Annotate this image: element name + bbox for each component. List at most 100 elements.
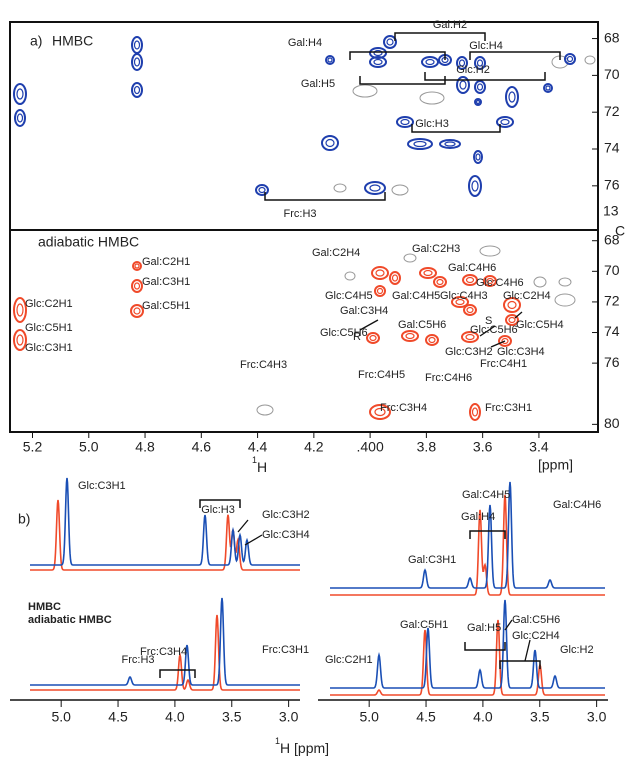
contour xyxy=(405,332,415,340)
contour xyxy=(133,282,141,290)
bracket xyxy=(469,530,506,539)
annotation: Glc:C3H2 xyxy=(445,346,493,358)
contour xyxy=(473,150,483,164)
contour xyxy=(451,296,469,308)
leader xyxy=(490,340,506,348)
contour xyxy=(462,274,478,286)
x-tick-label: 3.0 xyxy=(587,709,607,725)
annotation: Frc:C4H6 xyxy=(425,372,472,384)
annotation: Gal:C5H6 xyxy=(398,319,446,331)
contour xyxy=(389,271,401,285)
contour xyxy=(479,245,501,257)
y-tick-label: 74 xyxy=(604,323,620,339)
axis-label-main: H xyxy=(257,459,267,475)
x-tick-label: 5.0 xyxy=(79,439,99,455)
contour xyxy=(132,261,142,271)
bracket xyxy=(469,51,561,60)
contour xyxy=(554,293,576,307)
annotation: Glc:C5H6 xyxy=(320,327,368,339)
contour xyxy=(419,91,445,105)
contour xyxy=(558,277,572,287)
x-tick-label: 5.2 xyxy=(23,439,43,455)
contour xyxy=(256,404,274,416)
bracket xyxy=(359,76,446,85)
annotation: Glc:C3H1 xyxy=(78,480,126,492)
bracket xyxy=(264,192,386,201)
contour xyxy=(344,271,356,281)
contour xyxy=(396,116,414,128)
contour xyxy=(475,99,481,105)
x-tick-label: 3.8 xyxy=(417,439,437,455)
annotation: Glc:C3H1 xyxy=(25,342,73,354)
annotation: Gal:C4H5 xyxy=(392,290,440,302)
contour xyxy=(465,333,475,341)
contour xyxy=(373,49,383,57)
spectrum xyxy=(330,481,605,589)
contour xyxy=(369,334,377,342)
contour xyxy=(131,36,143,54)
contour xyxy=(476,59,484,67)
spectrum xyxy=(30,499,300,571)
annotation: Glc:C5H6 xyxy=(470,324,518,336)
annotation: S xyxy=(485,315,492,327)
y-tick-label: 70 xyxy=(604,262,620,278)
contour xyxy=(369,56,387,68)
contour xyxy=(133,57,141,67)
contour xyxy=(131,82,143,98)
y-tick-label: 68 xyxy=(604,29,620,45)
annotation: Gal:C4H6 xyxy=(448,262,496,274)
panel-label: a) xyxy=(30,33,42,49)
contour xyxy=(13,297,27,323)
x-tick-label: 3.5 xyxy=(222,709,242,725)
spectrum xyxy=(330,599,605,689)
y-tick-label: 68 xyxy=(604,231,620,247)
contour xyxy=(486,277,494,285)
annotation: Glc:C3H4 xyxy=(497,346,545,358)
annotation: Frc:C3H1 xyxy=(485,402,532,414)
contour xyxy=(366,332,380,344)
contour xyxy=(455,298,465,306)
bracket xyxy=(464,642,506,651)
contour xyxy=(407,138,433,150)
annotation: Gal:C4H5 xyxy=(462,489,510,501)
y-tick-label: 72 xyxy=(604,103,620,119)
contour xyxy=(131,279,143,293)
annotation: R xyxy=(353,331,361,343)
x-tick-label: 5.0 xyxy=(51,709,71,725)
contour xyxy=(474,56,486,70)
x-tick-label: 5.0 xyxy=(359,709,379,725)
annotation: Glc:C3H4 xyxy=(262,529,310,541)
contour xyxy=(374,407,386,417)
x-tick-label: 4.4 xyxy=(248,439,268,455)
contour xyxy=(475,153,481,161)
y-label: C xyxy=(615,223,625,239)
axis-label-sup: 1 xyxy=(252,455,257,465)
contour xyxy=(483,275,497,287)
contour xyxy=(421,56,439,68)
x-tick-label: 3.6 xyxy=(473,439,493,455)
annotation: Gal:C3H1 xyxy=(142,276,190,288)
contour xyxy=(325,138,335,148)
annotation: Frc:H3 xyxy=(284,208,317,220)
contour xyxy=(468,175,482,197)
contour xyxy=(400,118,410,126)
contour xyxy=(505,314,519,326)
annotation: Glc:C4H6 xyxy=(476,277,524,289)
contour xyxy=(369,184,381,192)
contour xyxy=(16,334,24,346)
contour xyxy=(374,285,386,297)
annotation: Gal:C3H4 xyxy=(340,305,388,317)
contour xyxy=(458,59,466,67)
x-tick-label: 4.5 xyxy=(108,709,128,725)
contour xyxy=(564,53,576,65)
annotation: Gal:C2H3 xyxy=(412,243,460,255)
annotation: Gal:H4 xyxy=(288,37,322,49)
annotation: Glc:H3 xyxy=(415,118,449,130)
annotation: Frc:C3H1 xyxy=(262,644,309,656)
contour xyxy=(413,140,427,148)
contour xyxy=(439,139,461,149)
annotation: Glc:C2H1 xyxy=(25,298,73,310)
contour xyxy=(391,274,399,282)
axis-label-sup: 1 xyxy=(275,736,280,746)
contour xyxy=(255,184,269,196)
